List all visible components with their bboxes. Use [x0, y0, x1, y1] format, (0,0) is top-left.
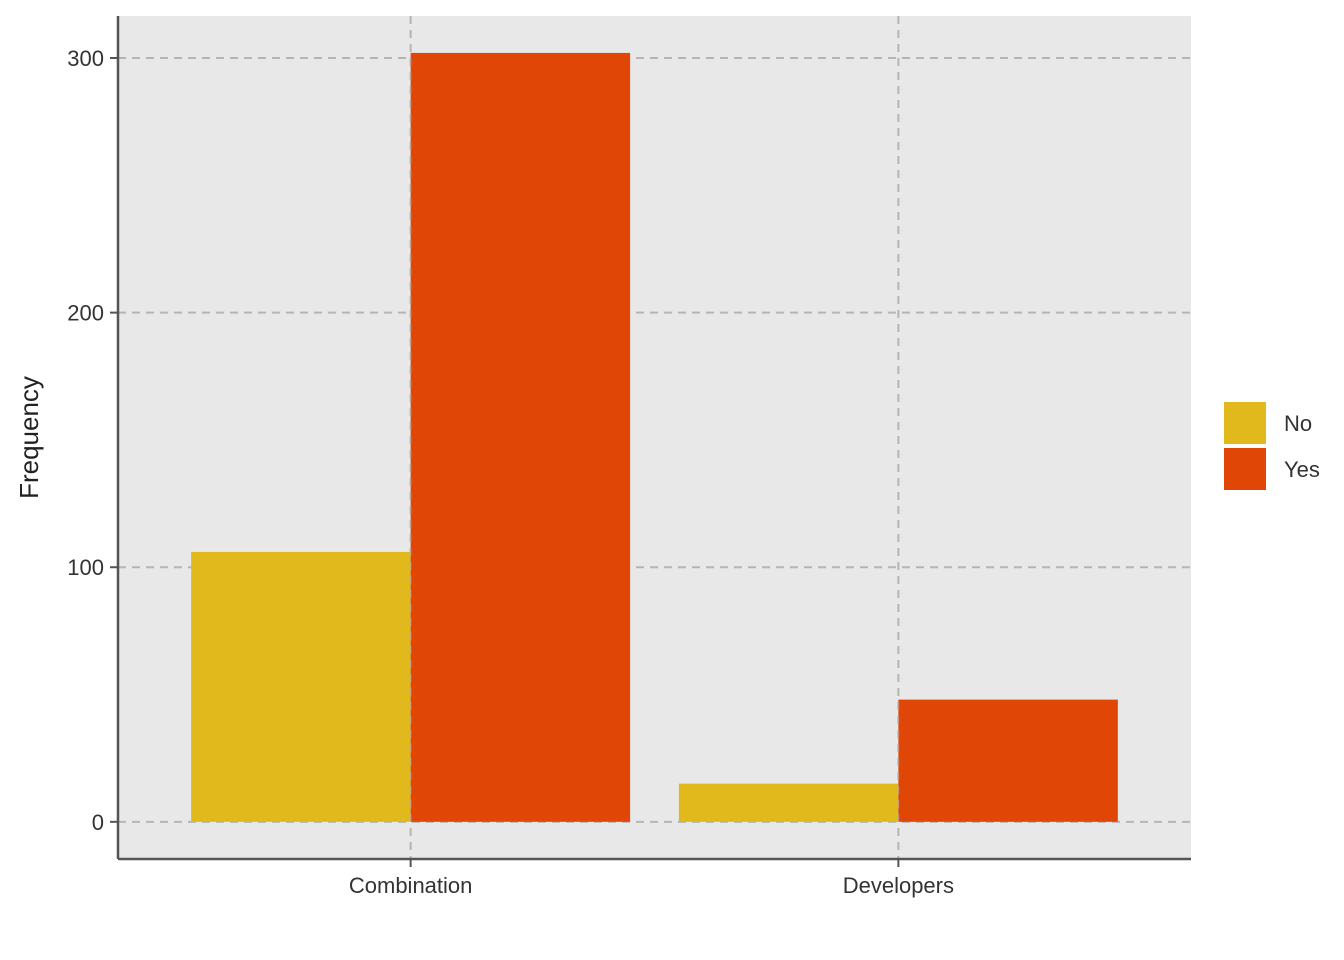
y-tick-label: 300 [67, 46, 104, 71]
y-tick-label: 200 [67, 301, 104, 326]
bars [191, 16, 1118, 859]
bar-yes-combination [410, 52, 631, 822]
legend-label-yes: Yes [1284, 457, 1320, 482]
x-tick-label: Developers [843, 873, 954, 898]
bar-no-combination [191, 551, 411, 822]
legend-key-no [1224, 402, 1266, 444]
legend: No Yes [1224, 402, 1320, 490]
tick-labels: 0 100 200 300 Combination Developers [67, 46, 954, 898]
x-tick-label: Combination [349, 873, 473, 898]
y-tick-label: 0 [92, 810, 104, 835]
y-axis-title: Frequency [14, 376, 44, 499]
legend-label-no: No [1284, 411, 1312, 436]
y-tick-label: 100 [67, 555, 104, 580]
bar-no-developers [678, 783, 899, 822]
legend-key-yes [1224, 448, 1266, 490]
axes [110, 16, 1191, 867]
bar-yes-developers [898, 699, 1118, 822]
